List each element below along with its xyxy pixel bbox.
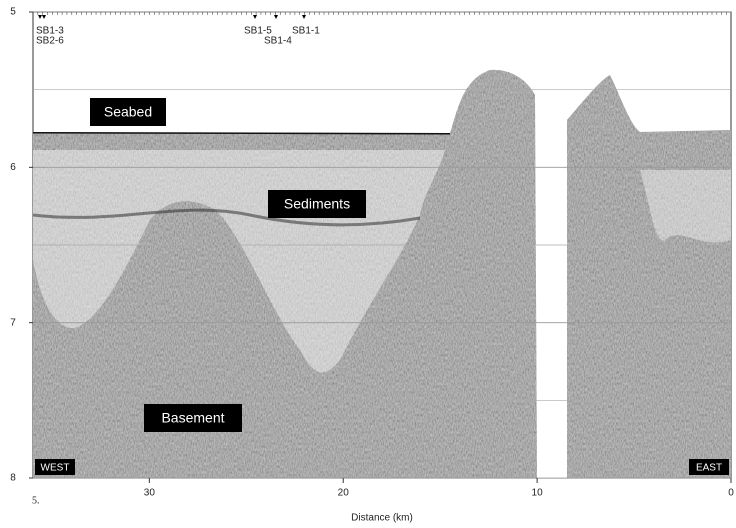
label-box bbox=[35, 459, 75, 475]
stations: SB1-3 SB2-6 SB1-5 SB1-4 SB1-1 bbox=[36, 15, 320, 47]
label: EAST bbox=[696, 463, 722, 474]
figure-label: 5. bbox=[32, 495, 40, 506]
y-tick-label: 7 bbox=[10, 317, 16, 328]
x-tick-label: 30 bbox=[144, 488, 156, 499]
station-label: SB1-1 bbox=[292, 26, 320, 37]
station-label: SB1-5 bbox=[244, 26, 272, 37]
annotation-west: WEST bbox=[35, 459, 75, 475]
y-tick-label: 6 bbox=[10, 162, 16, 173]
x-axis-title: Distance (km) bbox=[351, 513, 413, 524]
annotation-seabed: Seabed bbox=[90, 98, 166, 126]
station-label: SB2-6 bbox=[36, 36, 64, 47]
label-box bbox=[144, 404, 242, 432]
data-gap bbox=[537, 13, 567, 478]
x-tick-label: 0 bbox=[728, 488, 734, 499]
y-tick-label: 8 bbox=[10, 473, 16, 484]
x-tick-label: 10 bbox=[532, 488, 544, 499]
station-label: SB1-4 bbox=[264, 36, 292, 47]
label: WEST bbox=[41, 463, 70, 474]
label-box bbox=[268, 190, 366, 218]
annotation-sediments: Sediments bbox=[268, 190, 366, 218]
annotation-basement: Basement bbox=[144, 404, 242, 432]
x-tick-label: 20 bbox=[338, 488, 350, 499]
label-box bbox=[90, 98, 166, 126]
axes: 5 6 7 8 30 20 10 0 bbox=[10, 7, 734, 499]
annotation-east: EAST bbox=[689, 459, 729, 475]
label-box bbox=[689, 459, 729, 475]
reflector bbox=[33, 208, 421, 227]
label: Basement bbox=[161, 410, 224, 426]
label: Seabed bbox=[104, 104, 152, 120]
sediment-fill-east bbox=[640, 170, 731, 243]
y-tick-label: 5 bbox=[10, 7, 16, 18]
label: Sediments bbox=[284, 196, 350, 212]
station-label: SB1-3 bbox=[36, 26, 64, 37]
